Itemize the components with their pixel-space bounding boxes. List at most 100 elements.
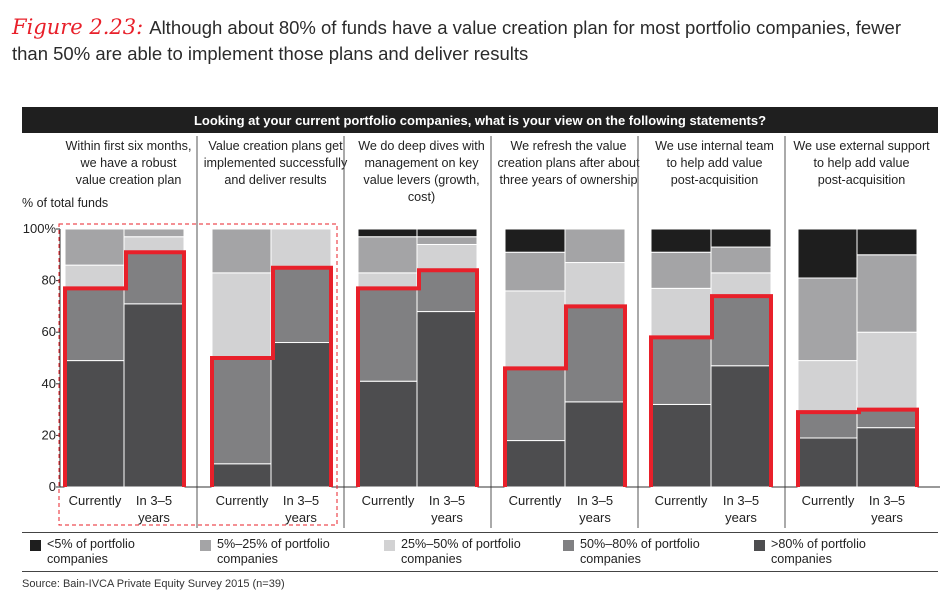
highlight-outline [796, 407, 919, 487]
bar-segment-p50_80 [856, 409, 918, 429]
x-category-label: In 3–5 [723, 493, 759, 508]
figure-label: Figure 2.23: [12, 15, 144, 39]
x-category-label: years [725, 510, 757, 525]
statement-label-line: Value creation plans get [208, 139, 343, 153]
statement-label-line: post-acquisition [670, 173, 759, 187]
bar-segment-p5_25 [650, 251, 712, 289]
legend-swatch [754, 540, 765, 551]
legend-item: <5% of portfolio companies [30, 537, 135, 567]
x-category-label: Currently [655, 493, 708, 508]
x-category-label: In 3–5 [429, 493, 465, 508]
y-tick-label: 20 [42, 427, 56, 442]
legend-swatch [200, 540, 211, 551]
legend-label: <5% of portfolio companies [47, 537, 135, 566]
statement-label-line: We refresh the value [510, 139, 627, 153]
bar-segment-p50_80 [564, 305, 626, 403]
legend: <5% of portfolio companies 5%–25% of portf… [22, 532, 938, 572]
bar-segment-p25_50 [270, 228, 332, 269]
bar-segment-p50_80 [710, 295, 772, 367]
question-header: Looking at your current portfolio compan… [22, 107, 938, 133]
bar-segment-gt80 [270, 342, 332, 488]
bar-segment-gt80 [564, 401, 626, 488]
legend-label: >80% of portfolio companies [771, 537, 866, 566]
y-tick-label: 0 [49, 479, 56, 494]
bar-segment-gt80 [357, 380, 419, 488]
legend-item: 5%–25% of portfolio companies [200, 537, 330, 567]
statement-label-line: We use internal team [655, 139, 774, 153]
bar-segment-gt80 [416, 311, 478, 488]
highlight-outline [503, 304, 627, 487]
y-tick-label: 80 [42, 273, 56, 288]
bar-segment-lt5 [797, 228, 859, 279]
bar-segment-gt80 [504, 440, 566, 488]
statement-label-line: post-acquisition [817, 173, 906, 187]
bar-segment-p25_50 [64, 264, 126, 289]
bar-segment-lt5 [710, 228, 772, 248]
bar-segment-p5_25 [64, 228, 126, 266]
x-category-label: years [431, 510, 463, 525]
statement-label-line: three years of ownership [499, 173, 638, 187]
bar-segment-p50_80 [650, 336, 712, 405]
statement-label: Within first six months, we have a robust… [56, 138, 201, 189]
bar-segment-p50_80 [64, 287, 126, 362]
statement-label: Value creation plans get implemented succ… [203, 138, 348, 189]
y-tick-label: 60 [42, 324, 56, 339]
x-category-label: Currently [362, 493, 415, 508]
bar-segment-lt5 [504, 228, 566, 253]
statement-label-line: Within first six months, [65, 139, 192, 153]
figure-title-text: Although about 80% of funds have a value… [12, 17, 901, 64]
x-category-label: Currently [802, 493, 855, 508]
statement-label: We do deep dives with management on key va… [349, 138, 494, 206]
bar-segment-p5_25 [797, 277, 859, 362]
bar-segment-p5_25 [504, 251, 566, 292]
bar-segment-p25_50 [211, 272, 273, 359]
bar-segment-p50_80 [357, 287, 419, 382]
statement-label-line: We use external support [793, 139, 930, 153]
bar-segment-p5_25 [564, 228, 626, 264]
bar-segment-p25_50 [797, 360, 859, 413]
legend-label: 5%–25% of portfolio companies [217, 537, 330, 566]
highlight-dashed-box [58, 223, 338, 526]
statement-label-line: we have a robust [80, 156, 177, 170]
bar-segment-p5_25 [211, 228, 273, 274]
bar-segment-p5_25 [710, 246, 772, 274]
statement-label-line: creation plans after about [497, 156, 640, 170]
bar-segment-gt80 [797, 437, 859, 488]
x-category-label: In 3–5 [283, 493, 319, 508]
bar-segment-p50_80 [270, 267, 332, 344]
bar-segment-gt80 [64, 360, 126, 488]
bar-segment-p25_50 [650, 287, 712, 338]
bar-segment-p25_50 [416, 243, 478, 271]
legend-item: 50%–80% of portfolio companies [563, 537, 700, 567]
bar-segment-p5_25 [123, 228, 185, 238]
bar-segment-p25_50 [357, 272, 419, 289]
bar-segment-p25_50 [856, 331, 918, 411]
bar-segment-p5_25 [357, 236, 419, 274]
legend-swatch [30, 540, 41, 551]
source-note: Source: Bain-IVCA Private Equity Survey … [22, 578, 285, 590]
bar-segment-gt80 [710, 365, 772, 488]
statement-label: We use internal team to help add value pos… [642, 138, 787, 189]
bar-segment-p50_80 [797, 411, 859, 439]
question-header-text: Looking at your current portfolio compan… [193, 112, 767, 128]
stacked-bar-chart: 0 20 40 60 80 100% Currently In 3–5 years Current… [23, 136, 940, 528]
statement-label-line: We do deep dives with [358, 139, 485, 153]
highlight-outline [63, 250, 186, 487]
x-category-label: years [579, 510, 611, 525]
bar-segment-p50_80 [504, 367, 566, 442]
bar-segment-p25_50 [504, 290, 566, 369]
bar-segment-gt80 [123, 303, 185, 488]
statement-label: We use external support to help add value… [789, 138, 934, 189]
statement-label: We refresh the value creation plans after… [496, 138, 641, 189]
bar-segment-lt5 [856, 228, 918, 256]
legend-item: 25%–50% of portfolio companies [384, 537, 521, 567]
y-tick-label: 40 [42, 376, 56, 391]
bar-segment-p5_25 [416, 236, 478, 245]
legend-label: 25%–50% of portfolio companies [401, 537, 521, 566]
bar-segment-p50_80 [211, 357, 273, 465]
bar-segment-gt80 [650, 403, 712, 488]
x-category-label: years [285, 510, 317, 525]
figure-title: Figure 2.23: Although about 80% of funds … [12, 14, 942, 67]
x-category-label: Currently [216, 493, 269, 508]
statement-label-line: value levers (growth, cost) [363, 173, 480, 204]
